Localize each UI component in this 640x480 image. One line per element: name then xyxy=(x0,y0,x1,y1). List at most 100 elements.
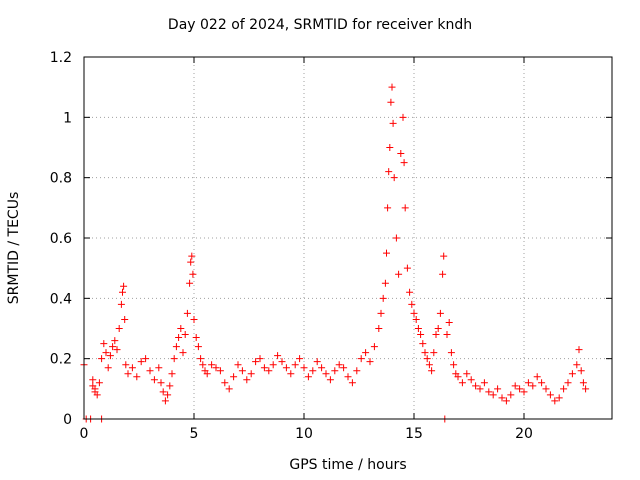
data-point xyxy=(375,325,383,332)
x-tick-label: 15 xyxy=(405,426,423,442)
y-tick-label: 1.2 xyxy=(50,50,72,66)
x-axis-label: GPS time / hours xyxy=(289,457,407,473)
data-point xyxy=(546,391,554,399)
data-point xyxy=(379,294,387,302)
data-point xyxy=(225,385,233,393)
data-point xyxy=(291,361,299,369)
data-point xyxy=(265,367,273,375)
data-point xyxy=(555,394,563,402)
data-point xyxy=(282,364,290,372)
data-point xyxy=(401,204,409,212)
data-point xyxy=(428,367,436,375)
data-point xyxy=(194,343,202,351)
data-point xyxy=(489,391,497,399)
data-point xyxy=(247,370,255,378)
data-point xyxy=(568,370,576,378)
data-point xyxy=(417,331,425,339)
x-tick-label: 5 xyxy=(190,426,199,442)
data-point xyxy=(383,249,390,257)
data-point xyxy=(331,367,339,375)
data-point xyxy=(186,279,194,287)
data-point xyxy=(432,331,440,339)
data-point xyxy=(454,373,462,381)
data-point xyxy=(533,373,541,381)
data-point xyxy=(120,282,128,290)
data-point xyxy=(423,355,431,363)
data-point xyxy=(137,358,145,366)
data-point xyxy=(269,361,277,369)
y-tick-label: 0 xyxy=(63,412,72,428)
data-point xyxy=(274,352,282,360)
data-point xyxy=(476,385,484,393)
data-point xyxy=(166,382,174,390)
data-point xyxy=(524,379,532,387)
data-point xyxy=(439,270,447,278)
data-point xyxy=(128,364,136,372)
data-point xyxy=(425,361,433,369)
data-point xyxy=(192,334,200,342)
data-point xyxy=(93,391,101,399)
data-point xyxy=(340,364,348,372)
y-tick-label: 0.4 xyxy=(50,291,72,307)
data-point xyxy=(458,379,466,387)
data-point xyxy=(395,270,403,278)
data-point xyxy=(385,168,393,176)
data-point xyxy=(582,385,590,393)
data-point xyxy=(410,309,418,317)
data-point xyxy=(115,325,123,332)
data-point xyxy=(573,361,581,369)
data-point xyxy=(133,373,141,381)
data-point xyxy=(170,355,178,363)
data-point xyxy=(579,379,587,387)
data-point xyxy=(388,83,396,91)
data-point xyxy=(122,361,130,369)
data-point xyxy=(117,300,125,308)
data-point xyxy=(389,119,397,127)
data-point xyxy=(260,364,268,372)
data-point xyxy=(104,364,112,372)
data-point xyxy=(467,376,475,384)
x-tick-label: 20 xyxy=(515,426,533,442)
data-point xyxy=(362,349,370,357)
data-point xyxy=(172,343,180,351)
plot-frame xyxy=(83,56,613,420)
data-point xyxy=(159,388,167,396)
data-point xyxy=(384,204,392,212)
data-point xyxy=(106,352,114,360)
data-point xyxy=(124,370,132,378)
data-point xyxy=(577,367,585,375)
data-point xyxy=(142,355,150,363)
data-point xyxy=(403,264,411,272)
data-point xyxy=(278,358,286,366)
y-tick-label: 0.8 xyxy=(50,171,72,187)
data-point xyxy=(256,355,264,363)
data-point xyxy=(390,174,398,182)
data-point xyxy=(443,331,451,339)
data-point xyxy=(183,309,191,317)
data-point xyxy=(164,391,172,399)
data-point xyxy=(387,98,395,106)
data-point xyxy=(348,379,356,387)
data-point xyxy=(335,361,343,369)
data-point xyxy=(564,379,572,387)
data-point xyxy=(181,331,189,339)
data-point xyxy=(190,315,198,323)
data-point xyxy=(498,394,506,402)
data-point xyxy=(208,361,216,369)
data-point xyxy=(440,252,448,260)
data-point xyxy=(113,346,121,354)
data-point xyxy=(216,367,224,375)
data-point xyxy=(344,373,352,381)
data-points xyxy=(80,83,590,423)
data-point xyxy=(507,391,515,399)
data-point xyxy=(212,364,220,372)
data-point xyxy=(175,334,183,342)
data-point xyxy=(102,349,110,357)
data-point xyxy=(430,349,438,357)
data-point xyxy=(386,144,394,151)
data-point xyxy=(399,113,407,121)
data-point xyxy=(412,315,420,323)
data-point xyxy=(146,367,154,375)
data-point xyxy=(538,379,546,387)
data-point xyxy=(168,370,176,378)
